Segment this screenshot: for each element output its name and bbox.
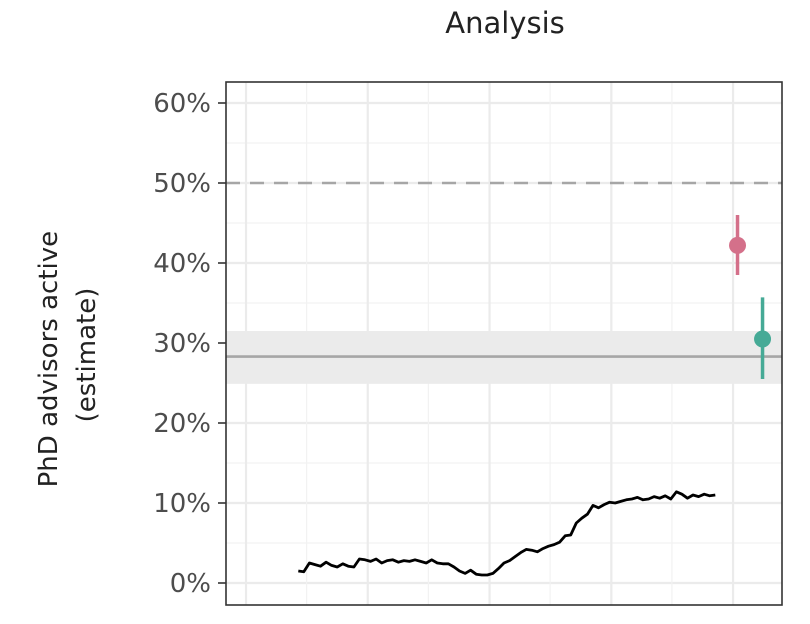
y-tick-label: 10% <box>153 489 211 519</box>
y-tick-label: 30% <box>153 329 211 359</box>
y-axis: 0% 10% 20% 30% 40% 50% 60% <box>153 89 226 599</box>
y-axis-label-line-1: PhD advisors active <box>34 231 64 487</box>
data-point-2 <box>754 330 772 348</box>
plot-area <box>225 81 783 606</box>
y-tick-label: 40% <box>153 249 211 279</box>
series-line <box>298 490 716 577</box>
y-tick-label: 0% <box>170 569 211 599</box>
y-tick-label: 20% <box>153 409 211 439</box>
chart-title: Analysis <box>445 6 564 40</box>
y-axis-label: PhD advisors active (estimate) <box>34 223 102 488</box>
y-axis-label-line-2: (estimate) <box>72 288 102 423</box>
data-point-1 <box>729 236 747 254</box>
y-tick-label: 50% <box>153 169 211 199</box>
y-tick-label: 60% <box>153 89 211 119</box>
